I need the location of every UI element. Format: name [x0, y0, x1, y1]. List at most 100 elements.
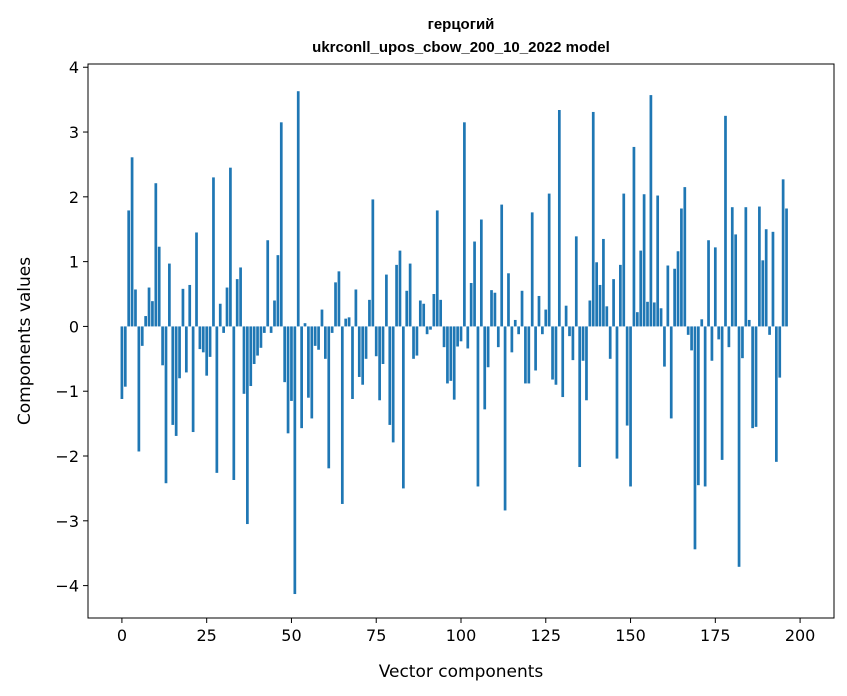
bar [669, 326, 673, 419]
bar [120, 326, 124, 399]
bar [764, 229, 768, 327]
bar [242, 326, 246, 394]
bar [744, 207, 748, 327]
bar [490, 290, 493, 327]
bar [768, 326, 771, 335]
plot-frame [87, 63, 835, 619]
chart-subtitle: ukrconll_upos_cbow_200_10_2022 model [312, 39, 610, 56]
bar [279, 122, 283, 327]
bar [629, 326, 632, 487]
bar [225, 287, 229, 327]
bar [127, 210, 131, 327]
bar [154, 183, 158, 327]
bar [632, 146, 636, 327]
bar [642, 194, 646, 327]
bar [564, 305, 568, 327]
bar [330, 326, 334, 333]
bar [235, 279, 239, 327]
x-tick-label: 25 [197, 626, 217, 645]
bar [442, 326, 446, 348]
bar [252, 326, 256, 365]
y-tick-label: 4 [69, 58, 79, 77]
bar [463, 122, 466, 327]
bar [473, 241, 476, 327]
bar [198, 326, 202, 350]
bar [741, 326, 744, 359]
bar [195, 232, 198, 327]
bar [602, 238, 605, 327]
x-tick-label: 200 [785, 626, 816, 645]
y-tick-label: −4 [55, 577, 79, 596]
bar [188, 284, 192, 327]
bar [459, 326, 463, 342]
bar [361, 326, 365, 385]
bar [571, 326, 575, 361]
bar [646, 301, 649, 327]
bar [425, 326, 429, 335]
bar [317, 326, 320, 350]
bar [666, 265, 670, 327]
bar [717, 326, 721, 340]
bar [429, 326, 432, 330]
bar [686, 326, 690, 335]
bar [422, 303, 426, 327]
bar [551, 326, 554, 380]
bar [778, 326, 782, 378]
bar [513, 319, 517, 327]
bar [483, 326, 487, 410]
bar [469, 283, 473, 327]
bar [344, 318, 348, 327]
bar [144, 316, 148, 327]
bar [785, 208, 788, 327]
bar [147, 287, 151, 327]
bar [415, 326, 419, 356]
bar [381, 326, 385, 365]
bar [612, 279, 615, 327]
bar [530, 212, 534, 327]
bar [659, 308, 663, 327]
y-tick-label: 2 [69, 188, 79, 207]
bar [703, 326, 707, 487]
bar [452, 326, 456, 400]
bar [781, 179, 785, 327]
bar [649, 95, 653, 327]
bar [398, 250, 402, 327]
y-axis-label: Components values [15, 257, 35, 425]
bar [713, 247, 717, 327]
bar [598, 284, 602, 327]
bar [174, 326, 178, 436]
bar [293, 326, 297, 595]
bar [524, 326, 527, 384]
bar [347, 317, 351, 327]
bar [622, 193, 626, 327]
bar [191, 326, 195, 433]
bar [232, 326, 236, 480]
x-tick-label: 50 [281, 626, 301, 645]
bar [401, 326, 405, 489]
bar [307, 326, 310, 398]
bar [578, 326, 582, 468]
bar [724, 115, 727, 327]
bar [310, 326, 314, 419]
bar [134, 289, 137, 327]
bar [537, 295, 541, 327]
bar [171, 326, 175, 425]
bar [327, 326, 331, 469]
bar [619, 264, 622, 327]
bar [286, 326, 290, 434]
bar [693, 326, 697, 550]
bar [541, 326, 544, 335]
bar [340, 326, 344, 504]
bar [697, 326, 700, 486]
bar [479, 219, 483, 327]
y-tick-label: 0 [69, 317, 79, 336]
bar [588, 300, 592, 327]
x-tick-label: 75 [366, 626, 386, 645]
bar [676, 251, 680, 327]
bar [391, 326, 395, 443]
bar [313, 326, 317, 346]
x-tick-label: 0 [117, 626, 127, 645]
bar [432, 294, 436, 327]
bar [300, 326, 303, 429]
